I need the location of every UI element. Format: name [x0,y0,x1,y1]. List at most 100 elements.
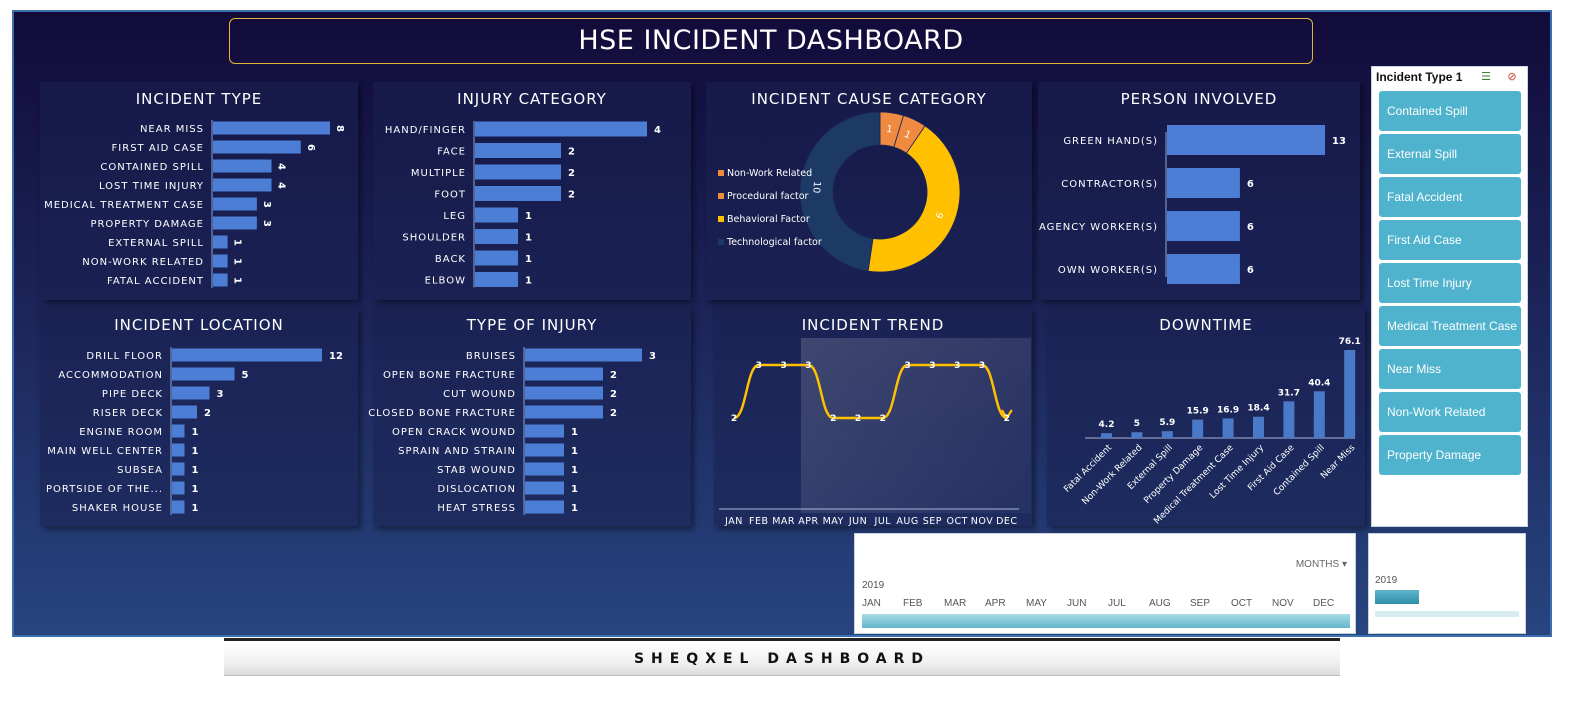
category-label: BACK [435,254,466,265]
data-label: 1 [192,446,199,457]
timeline-month[interactable]: MAY [1026,598,1047,609]
category-label: OPEN BONE FRACTURE [383,370,516,381]
timeline-month[interactable]: FEB [903,598,923,609]
category-label: EXTERNAL SPILL [108,238,204,249]
data-label: 2 [568,190,575,201]
category-label: FATAL ACCIDENT [107,276,204,287]
data-label: 1 [525,211,532,222]
clear-filter-icon[interactable]: ⊘ [1507,70,1517,83]
x-tick-label: DEC [996,516,1017,527]
data-label: 2 [880,414,886,424]
data-label: 6 [1247,265,1254,276]
bar [525,500,564,514]
data-label: 4.2 [1099,420,1115,430]
slicer-item[interactable]: Fatal Accident [1379,177,1521,217]
bar [1222,418,1234,438]
bar [1167,168,1240,198]
bar [475,272,518,287]
timeline-selection-bar[interactable] [862,614,1350,628]
bar [172,405,197,419]
data-label: 1 [232,239,243,246]
trend-highlight-area [800,338,1031,513]
category-label: CUT WOUND [443,389,516,400]
data-label: 6 [1247,179,1254,190]
timeline-month[interactable]: AUG [1149,598,1171,609]
category-label: NON-WORK RELATED [82,257,204,268]
category-label: PROPERTY DAMAGE [90,219,204,230]
data-label: 4 [276,182,287,189]
data-label: 5 [1134,419,1140,429]
slicer-item[interactable]: First Aid Case [1379,220,1521,260]
category-label: HAND/FINGER [385,125,466,136]
legend-label: Procedural factor [727,191,809,202]
category-label: ELBOW [425,276,466,287]
timeline2-selection[interactable] [1375,590,1419,604]
multi-select-icon[interactable]: ☰ [1481,70,1491,83]
x-tick-label: APR [798,516,818,527]
legend-swatch [718,193,724,199]
category-label: DRILL FLOOR [86,351,163,362]
slicer-item[interactable]: Property Damage [1379,435,1521,475]
category-label: ENGINE ROOM [79,427,163,438]
slice-value-label: 1 [886,124,894,136]
bar [172,424,185,438]
data-label: 12 [329,351,343,362]
bar [475,121,647,137]
slicer-item[interactable]: Near Miss [1379,349,1521,389]
bar [525,481,564,495]
data-label: 8 [334,125,345,132]
data-label: 40.4 [1308,378,1330,388]
category-label: STAB WOUND [437,465,516,476]
bar [525,443,564,457]
timeline-month[interactable]: OCT [1231,598,1253,609]
category-label: MAIN WELL CENTER [47,446,163,457]
incident-type-slicer: Incident Type 1 ☰ ⊘ Contained Spill Exter… [1371,66,1528,527]
timeline-month[interactable]: JUL [1108,598,1126,609]
slicer-item[interactable]: Lost Time Injury [1379,263,1521,303]
data-label: 1 [571,465,578,476]
category-label: FACE [437,147,466,158]
bar [1253,416,1264,438]
timeline-month[interactable]: DEC [1313,598,1335,609]
data-label: 15.9 [1187,407,1209,417]
timeline-level-label: MONTHS [1295,559,1340,570]
category-label: CONTRACTOR(S) [1061,179,1158,190]
timeline-month[interactable]: MAR [944,598,967,609]
timeline-month[interactable]: NOV [1272,598,1294,609]
slicer-item[interactable]: Non-Work Related [1379,392,1521,432]
data-label: 2 [204,408,211,419]
data-label: 1 [232,277,243,284]
bar [213,235,228,249]
category-label: PIPE DECK [102,389,163,400]
x-tick-label: AUG [896,516,918,527]
x-tick-label: MAR [772,516,795,527]
timeline-month[interactable]: SEP [1190,598,1211,609]
incident-cause-panel: INCIDENT CAUSE CATEGORY 1 1 9 10 Non-Work Re… [706,82,1032,300]
incident-type-chart: NEAR MISS 8 FIRST AID CASE 6 CONTAINED SPILL… [44,120,345,288]
data-label: 1 [571,503,578,514]
timeline-month[interactable]: JAN [862,598,881,609]
timeline2-scrollbar[interactable] [1375,611,1519,617]
slicer-item[interactable]: Contained Spill [1379,91,1521,131]
category-label: SHAKER HOUSE [72,503,163,514]
timeline-month[interactable]: JUN [1067,598,1087,609]
slicer-item[interactable]: External Spill [1379,134,1521,174]
bar [172,481,185,495]
slicer-item[interactable]: Medical Treatment Case [1379,306,1521,346]
timeline-level-dropdown[interactable]: MONTHS ▾ [1296,559,1347,570]
x-tick-label: JAN [724,516,743,527]
trend-line [733,363,1008,420]
footer-banner: SHEQXEL DASHBOARD [224,638,1340,676]
injury-category-title: INJURY CATEGORY [457,90,607,108]
data-label: 1 [192,465,199,476]
data-label: 2 [568,147,575,158]
data-label: 1 [525,276,532,287]
timeline-year: 2019 [862,580,885,591]
incident-trend-title: INCIDENT TREND [801,316,945,334]
data-label: 2 [610,370,617,381]
data-label: 3 [756,361,762,371]
data-label: 1 [192,503,199,514]
timeline-month[interactable]: APR [985,598,1006,609]
data-label: 4 [276,163,287,170]
data-label: 3 [929,361,935,371]
